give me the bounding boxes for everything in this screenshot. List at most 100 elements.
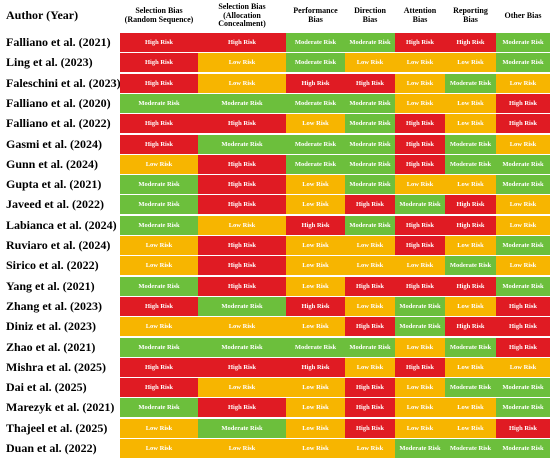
risk-cell: High Risk	[120, 134, 198, 154]
risk-cell: Moderate Risk	[345, 175, 395, 195]
risk-cell: Low Risk	[286, 398, 345, 418]
risk-cell: Low Risk	[496, 73, 550, 93]
risk-cell: Low Risk	[120, 418, 198, 438]
risk-cell: Low Risk	[286, 114, 345, 134]
risk-cell: Moderate Risk	[496, 378, 550, 398]
risk-cell: High Risk	[395, 33, 445, 52]
risk-cell: Low Risk	[120, 317, 198, 337]
risk-cell: Low Risk	[198, 73, 286, 93]
risk-cell: Low Risk	[445, 357, 496, 377]
risk-cell: Low Risk	[286, 276, 345, 296]
risk-cell: Moderate Risk	[286, 93, 345, 113]
risk-cell: High Risk	[395, 236, 445, 255]
risk-cell: Low Risk	[445, 418, 496, 438]
risk-cell: High Risk	[120, 73, 198, 93]
risk-cell: Low Risk	[198, 378, 286, 398]
risk-cell: High Risk	[496, 114, 550, 134]
risk-cell: High Risk	[445, 195, 496, 215]
risk-cell: Low Risk	[120, 236, 198, 255]
risk-cell: High Risk	[120, 296, 198, 316]
risk-cell: High Risk	[345, 195, 395, 215]
risk-cell: High Risk	[286, 73, 345, 93]
risk-cell: Low Risk	[496, 195, 550, 215]
risk-cell: High Risk	[395, 276, 445, 296]
risk-cell: Low Risk	[445, 236, 496, 255]
risk-cell: High Risk	[120, 33, 198, 52]
risk-cell: Moderate Risk	[345, 134, 395, 154]
author-label: Labianca et al. (2024)	[6, 217, 117, 232]
risk-cell: Low Risk	[286, 418, 345, 438]
column-header: Other Bias	[504, 10, 542, 20]
risk-cell: Moderate Risk	[496, 53, 550, 73]
risk-cell: Low Risk	[395, 93, 445, 113]
risk-cell: High Risk	[395, 215, 445, 235]
risk-cell: Low Risk	[198, 215, 286, 235]
risk-cell: Low Risk	[395, 73, 445, 93]
risk-cell: Moderate Risk	[345, 93, 395, 113]
column-header: Selection Bias (Random Sequence)	[124, 6, 194, 24]
risk-cell: Low Risk	[286, 439, 345, 458]
risk-cell: High Risk	[345, 317, 395, 337]
risk-cell: Low Risk	[445, 175, 496, 195]
risk-cell: Moderate Risk	[445, 439, 496, 458]
risk-cell: Moderate Risk	[120, 276, 198, 296]
risk-cell: Low Risk	[445, 296, 496, 316]
risk-cell: Moderate Risk	[286, 154, 345, 174]
risk-cell: Moderate Risk	[395, 317, 445, 337]
column-header: Direction Bias	[354, 6, 386, 24]
risk-cell: Low Risk	[395, 175, 445, 195]
risk-cell: High Risk	[496, 296, 550, 316]
risk-cell: Moderate Risk	[395, 195, 445, 215]
risk-cell: Moderate Risk	[345, 337, 395, 357]
risk-cell: Moderate Risk	[120, 215, 198, 235]
risk-cell: High Risk	[120, 357, 198, 377]
risk-cell: Low Risk	[395, 418, 445, 438]
risk-cell: High Risk	[496, 317, 550, 337]
risk-cell: Moderate Risk	[496, 154, 550, 174]
risk-cell: Moderate Risk	[496, 439, 550, 458]
risk-cell: Low Risk	[345, 439, 395, 458]
risk-cell: Low Risk	[286, 195, 345, 215]
risk-cell: High Risk	[496, 337, 550, 357]
risk-cell: Moderate Risk	[198, 337, 286, 357]
risk-cell: High Risk	[120, 114, 198, 134]
risk-cell: Moderate Risk	[120, 337, 198, 357]
column-header: Selection Bias (Allocation Concealment)	[218, 1, 266, 29]
risk-cell: Moderate Risk	[198, 134, 286, 154]
risk-cell: Low Risk	[445, 93, 496, 113]
risk-cell: Moderate Risk	[395, 296, 445, 316]
risk-cell: High Risk	[198, 256, 286, 276]
risk-cell: Low Risk	[345, 357, 395, 377]
author-label: Diniz et al. (2023)	[6, 319, 96, 334]
risk-cell: Moderate Risk	[496, 276, 550, 296]
risk-cell: Low Risk	[496, 215, 550, 235]
author-label: Thajeel et al. (2025)	[6, 420, 108, 435]
author-label: Javeed et al. (2022)	[6, 197, 104, 212]
risk-cell: Moderate Risk	[345, 154, 395, 174]
author-label: Falliano et al. (2021)	[6, 35, 111, 49]
author-label: Zhao et al. (2021)	[6, 339, 96, 354]
risk-cell: Moderate Risk	[496, 175, 550, 195]
risk-cell: High Risk	[286, 215, 345, 235]
risk-cell: High Risk	[120, 53, 198, 73]
author-label: Duan et al. (2022)	[6, 441, 97, 455]
risk-cell: High Risk	[445, 276, 496, 296]
author-label: Faleschini et al. (2023)	[6, 75, 121, 90]
author-label: Marezyk et al. (2021)	[6, 400, 115, 415]
risk-cell: Low Risk	[445, 398, 496, 418]
risk-cell: Moderate Risk	[198, 296, 286, 316]
risk-cell: Low Risk	[345, 296, 395, 316]
risk-cell: High Risk	[445, 317, 496, 337]
author-label: Mishra et al. (2025)	[6, 359, 106, 374]
risk-cell: High Risk	[286, 296, 345, 316]
author-label: Falliano et al. (2020)	[6, 95, 111, 110]
risk-cell: Moderate Risk	[345, 33, 395, 52]
author-label: Falliano et al. (2022)	[6, 116, 111, 131]
risk-cell: Low Risk	[496, 256, 550, 276]
author-label: Yang et al. (2021)	[6, 278, 95, 293]
risk-cell: Moderate Risk	[445, 134, 496, 154]
risk-cell: Low Risk	[496, 134, 550, 154]
risk-cell: High Risk	[345, 378, 395, 398]
risk-cell: Moderate Risk	[445, 256, 496, 276]
author-label: Sirico et al. (2022)	[6, 258, 99, 273]
